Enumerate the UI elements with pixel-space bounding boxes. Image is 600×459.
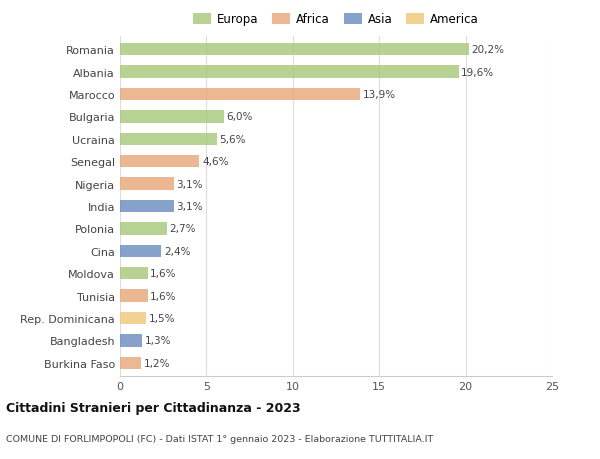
Text: 3,1%: 3,1% xyxy=(176,202,203,212)
Legend: Europa, Africa, Asia, America: Europa, Africa, Asia, America xyxy=(188,9,484,31)
Text: 3,1%: 3,1% xyxy=(176,179,203,189)
Bar xyxy=(120,268,148,280)
Text: 19,6%: 19,6% xyxy=(461,67,494,78)
Text: 6,0%: 6,0% xyxy=(226,112,253,122)
Bar xyxy=(120,357,141,369)
Text: 1,6%: 1,6% xyxy=(150,291,177,301)
Bar xyxy=(120,335,142,347)
Text: 1,2%: 1,2% xyxy=(143,358,170,368)
Text: 20,2%: 20,2% xyxy=(472,45,505,55)
Bar xyxy=(120,67,458,78)
Text: 2,7%: 2,7% xyxy=(169,224,196,234)
Bar xyxy=(120,89,360,101)
Text: Cittadini Stranieri per Cittadinanza - 2023: Cittadini Stranieri per Cittadinanza - 2… xyxy=(6,401,301,414)
Bar xyxy=(120,290,148,302)
Text: 5,6%: 5,6% xyxy=(220,134,246,145)
Bar xyxy=(120,245,161,257)
Text: 4,6%: 4,6% xyxy=(202,157,229,167)
Bar xyxy=(120,111,224,123)
Bar xyxy=(120,156,199,168)
Text: 1,5%: 1,5% xyxy=(149,313,175,323)
Bar xyxy=(120,44,469,56)
Bar xyxy=(120,223,167,235)
Bar xyxy=(120,178,173,190)
Bar xyxy=(120,312,146,325)
Text: 2,4%: 2,4% xyxy=(164,246,191,256)
Text: 1,6%: 1,6% xyxy=(150,269,177,279)
Bar xyxy=(120,134,217,146)
Text: COMUNE DI FORLIMPOPOLI (FC) - Dati ISTAT 1° gennaio 2023 - Elaborazione TUTTITAL: COMUNE DI FORLIMPOPOLI (FC) - Dati ISTAT… xyxy=(6,434,433,442)
Bar xyxy=(120,201,173,213)
Text: 1,3%: 1,3% xyxy=(145,336,172,346)
Text: 13,9%: 13,9% xyxy=(363,90,396,100)
